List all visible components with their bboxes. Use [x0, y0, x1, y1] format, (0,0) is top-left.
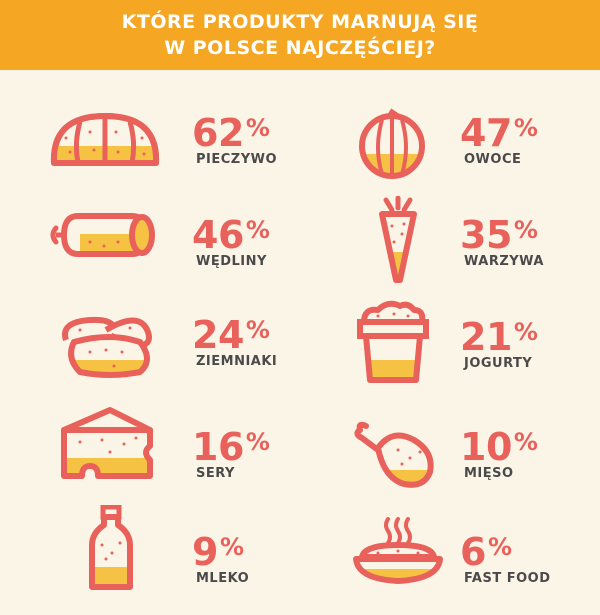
- potato-icon: [50, 310, 160, 410]
- stat-percent: 16%: [192, 425, 270, 469]
- page-title-line-2: W POLSCE NAJCZĘŚCIEJ?: [164, 37, 436, 59]
- cheese-icon: [50, 404, 160, 504]
- stat-label: OWOCE: [464, 152, 522, 167]
- yogurt-icon: [348, 300, 458, 400]
- milk-icon: [50, 505, 160, 605]
- stat-item-jogurty: 21% JOGURTY: [348, 300, 600, 400]
- stat-item-warzywa: 35% WARZYWA: [348, 196, 600, 296]
- stat-label: MLEKO: [196, 571, 250, 586]
- stat-item-fast-food: 6% FAST FOOD: [348, 515, 600, 615]
- stat-label: MIĘSO: [464, 466, 514, 481]
- drumstick-icon: [348, 414, 458, 514]
- stat-percent: 9%: [192, 530, 244, 574]
- fast-food-icon: [348, 515, 458, 615]
- stat-item-mleko: 9% MLEKO: [50, 505, 340, 605]
- stat-label: WĘDLINY: [196, 254, 267, 269]
- stat-percent: 21%: [460, 315, 538, 359]
- stat-item-sery: 16% SERY: [50, 404, 340, 504]
- stat-item-mieso: 10% MIĘSO: [348, 414, 600, 514]
- page-header: KTÓRE PRODUKTY MARNUJĄ SIĘ W POLSCE NAJC…: [0, 0, 600, 70]
- stat-label: JOGURTY: [464, 356, 533, 371]
- stat-percent: 24%: [192, 313, 270, 357]
- stat-label: PIECZYWO: [196, 152, 278, 167]
- stat-item-ziemniaki: 24% ZIEMNIAKI: [50, 310, 340, 410]
- stat-item-pieczywo: 62% PIECZYWO: [50, 108, 340, 208]
- stat-percent: 10%: [460, 425, 538, 469]
- stat-label: FAST FOOD: [464, 571, 551, 586]
- stat-item-wedliny: 46% WĘDLINY: [50, 210, 340, 310]
- stat-percent: 62%: [192, 111, 270, 155]
- sausage-icon: [50, 210, 160, 310]
- stat-percent: 47%: [460, 111, 538, 155]
- apple-icon: [348, 108, 458, 208]
- carrot-icon: [348, 196, 458, 296]
- stat-percent: 46%: [192, 213, 270, 257]
- stat-percent: 6%: [460, 530, 512, 574]
- stat-label: WARZYWA: [464, 254, 544, 269]
- bread-icon: [50, 108, 160, 208]
- stat-item-owoce: 47% OWOCE: [348, 108, 600, 208]
- stat-label: SERY: [196, 466, 235, 481]
- stat-percent: 35%: [460, 213, 538, 257]
- page-title-line-1: KTÓRE PRODUKTY MARNUJĄ SIĘ: [121, 11, 479, 33]
- stat-label: ZIEMNIAKI: [196, 354, 278, 369]
